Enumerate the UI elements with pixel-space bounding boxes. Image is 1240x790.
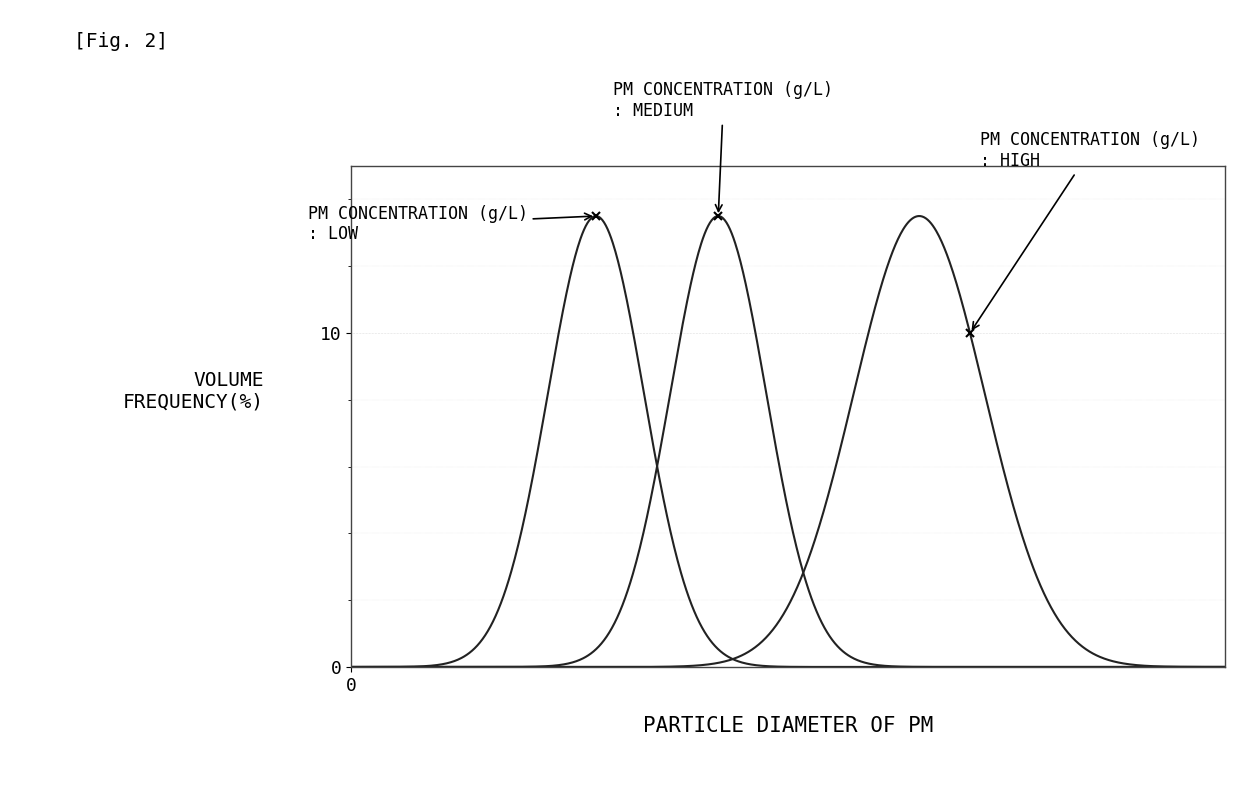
X-axis label: PARTICLE DIAMETER OF PM: PARTICLE DIAMETER OF PM bbox=[644, 716, 934, 735]
Text: PM CONCENTRATION (g/L)
: LOW: PM CONCENTRATION (g/L) : LOW bbox=[308, 205, 591, 243]
Text: [Fig. 2]: [Fig. 2] bbox=[74, 32, 169, 51]
Text: PM CONCENTRATION (g/L)
: MEDIUM: PM CONCENTRATION (g/L) : MEDIUM bbox=[614, 81, 833, 212]
Y-axis label: VOLUME
FREQUENCY(%): VOLUME FREQUENCY(%) bbox=[123, 371, 264, 412]
Text: PM CONCENTRATION (g/L)
: HIGH: PM CONCENTRATION (g/L) : HIGH bbox=[972, 131, 1200, 329]
